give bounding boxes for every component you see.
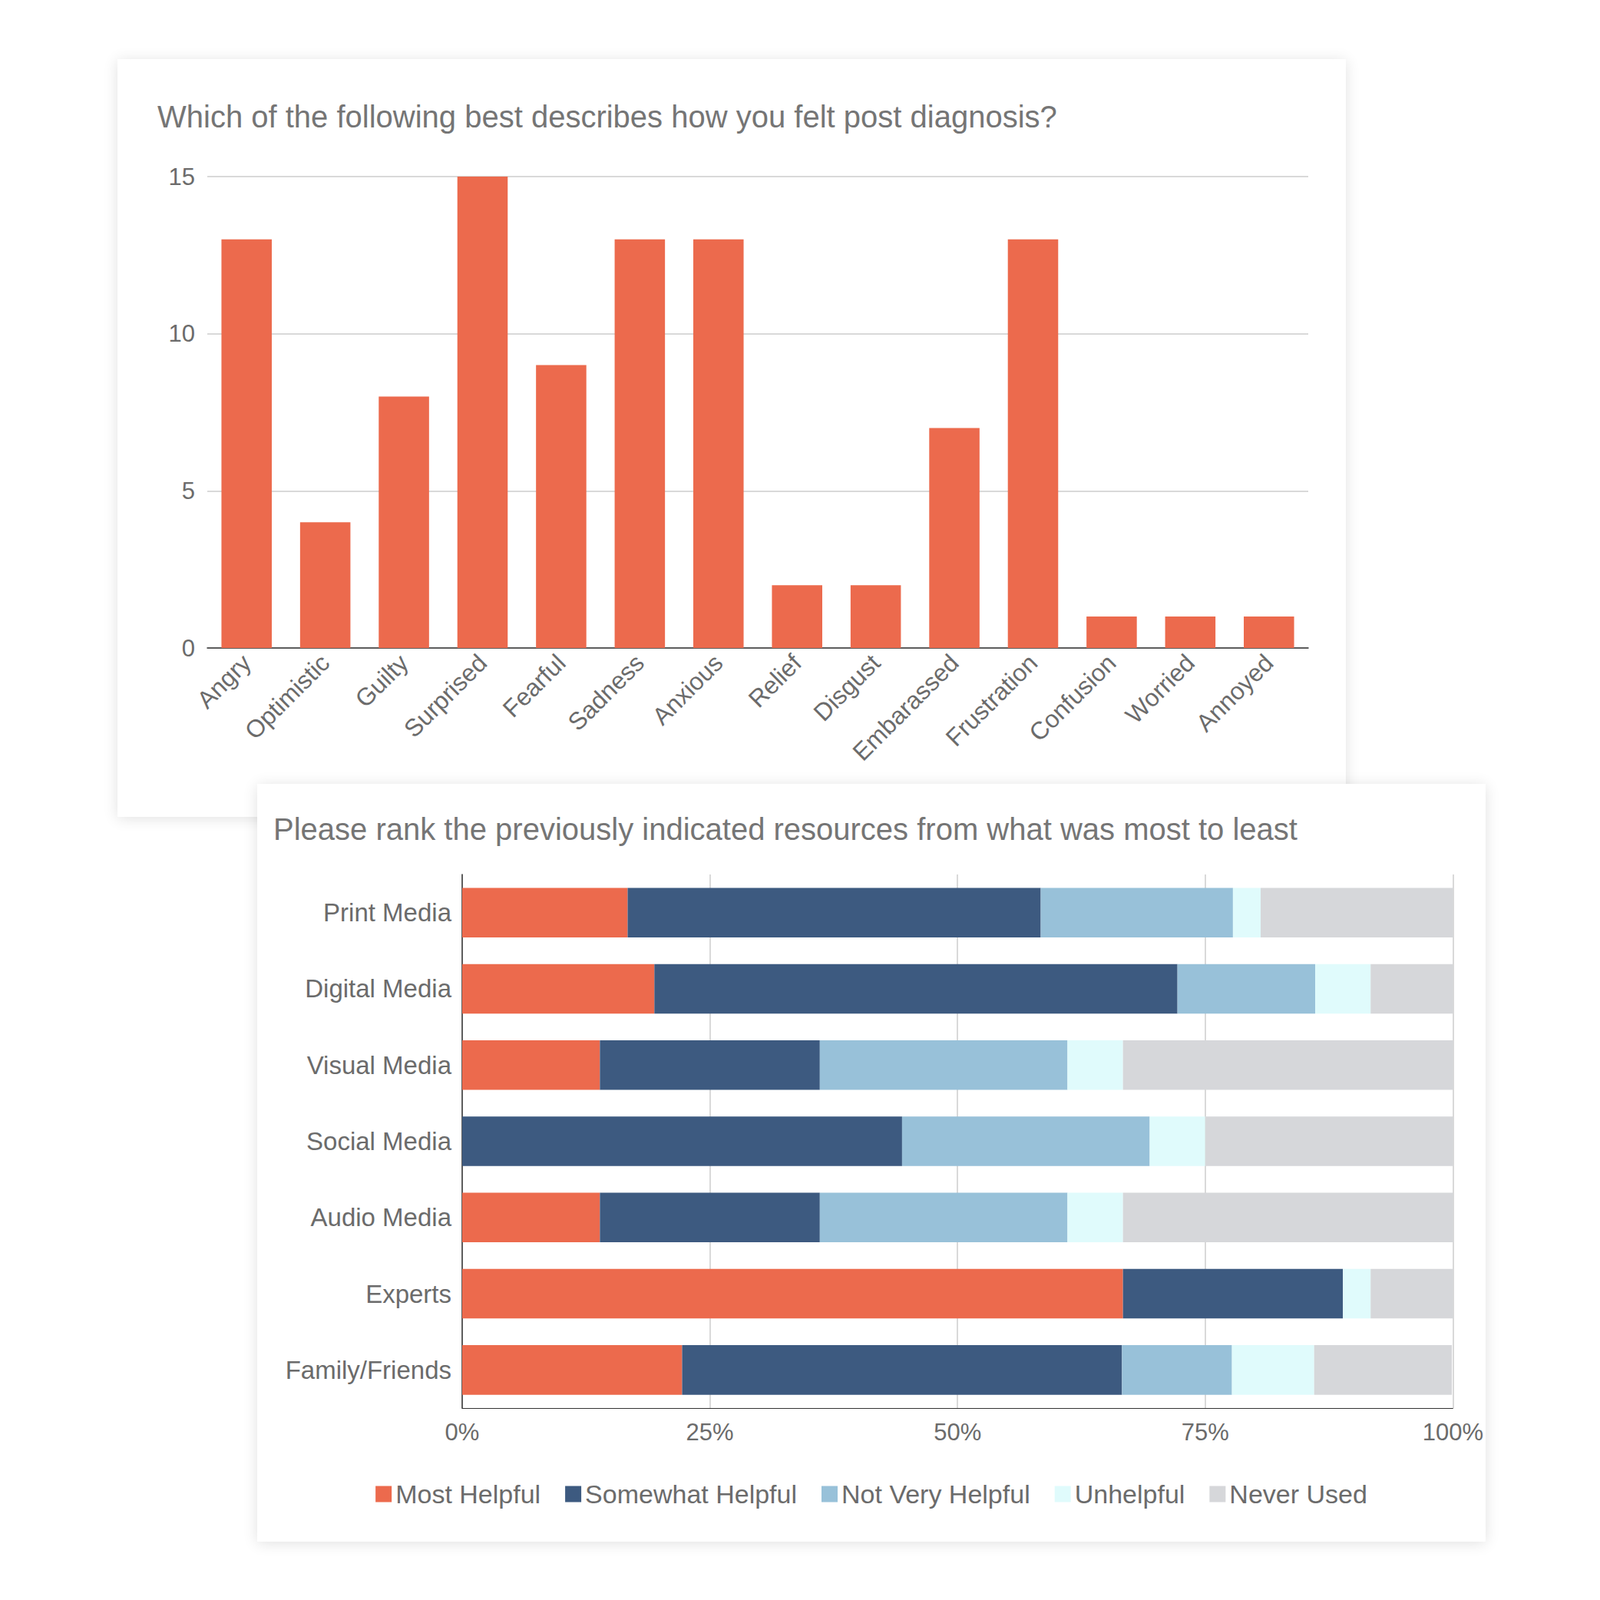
svg-text:Frustration: Frustration: [940, 648, 1044, 752]
svg-text:Unhelpful: Unhelpful: [1074, 1479, 1186, 1509]
svg-text:Never Used: Never Used: [1229, 1479, 1368, 1509]
svg-text:Audio Media: Audio Media: [310, 1203, 453, 1232]
svg-text:50%: 50%: [933, 1418, 982, 1446]
svg-text:Angry: Angry: [191, 648, 257, 715]
svg-text:25%: 25%: [686, 1418, 734, 1446]
svg-text:Digital Media: Digital Media: [304, 974, 452, 1003]
svg-text:Optimistic: Optimistic: [239, 648, 336, 745]
svg-text:15: 15: [168, 163, 196, 191]
svg-text:Relief: Relief: [743, 648, 807, 713]
svg-text:Visual Media: Visual Media: [307, 1051, 453, 1080]
svg-text:75%: 75%: [1181, 1418, 1230, 1446]
svg-text:Fearful: Fearful: [497, 648, 572, 723]
svg-text:Print Media: Print Media: [323, 898, 453, 927]
svg-text:Surprised: Surprised: [398, 648, 493, 743]
svg-text:Sadness: Sadness: [562, 648, 650, 736]
svg-text:Most Helpful: Most Helpful: [395, 1479, 541, 1509]
svg-text:Disgust: Disgust: [807, 648, 886, 727]
svg-text:Anxious: Anxious: [647, 648, 729, 731]
svg-text:Social Media: Social Media: [306, 1127, 453, 1156]
svg-text:Embarassed: Embarassed: [846, 648, 964, 766]
svg-text:Guilty: Guilty: [350, 648, 414, 713]
svg-text:Confusion: Confusion: [1023, 648, 1121, 747]
svg-text:0: 0: [181, 634, 196, 662]
svg-text:100%: 100%: [1422, 1418, 1484, 1446]
svg-text:Which of the following best de: Which of the following best describes ho…: [157, 99, 1058, 134]
svg-text:0%: 0%: [445, 1418, 480, 1446]
svg-text:5: 5: [181, 477, 196, 505]
svg-text:Family/Friends: Family/Friends: [285, 1355, 452, 1385]
svg-text:Worried: Worried: [1120, 648, 1200, 729]
svg-text:Experts: Experts: [365, 1279, 452, 1309]
svg-text:10: 10: [168, 320, 196, 348]
svg-text:Somewhat Helpful: Somewhat Helpful: [585, 1479, 797, 1509]
svg-text:Annoyed: Annoyed: [1190, 648, 1280, 738]
svg-text:Not Very Helpful: Not Very Helpful: [841, 1479, 1031, 1509]
svg-text:Please rank the previously ind: Please rank the previously indicated res…: [273, 812, 1298, 847]
